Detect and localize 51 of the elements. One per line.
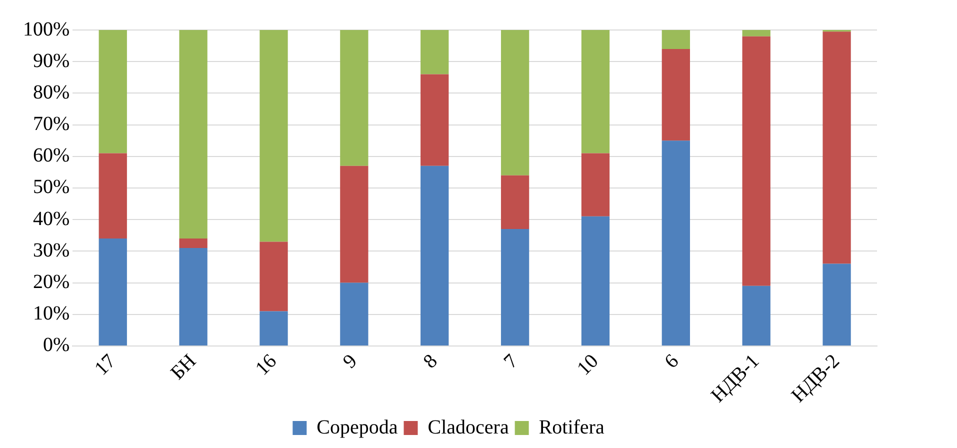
- x-tick-label: 17: [90, 350, 120, 380]
- x-tick-label: 6: [660, 350, 684, 373]
- bar: [340, 30, 368, 166]
- y-tick-label: 70%: [32, 113, 70, 136]
- bar: [500, 229, 530, 346]
- y-tick-label: 60%: [32, 144, 70, 167]
- bar: [340, 166, 368, 283]
- bar: [179, 30, 208, 239]
- y-tick-label: 80%: [32, 81, 70, 104]
- bar: [260, 311, 288, 346]
- x-tick-label: 9: [338, 350, 362, 373]
- bar: [179, 238, 208, 248]
- bar: [822, 264, 851, 346]
- y-tick-label: 30%: [32, 239, 70, 262]
- bar: [662, 140, 690, 346]
- legend-label: Cladocera: [428, 416, 509, 438]
- bar: [500, 175, 530, 230]
- bar: [581, 153, 610, 216]
- bar: [742, 286, 770, 346]
- x-tick-label: 8: [419, 350, 442, 373]
- bar: [420, 166, 449, 346]
- x-tick-label: БН: [166, 350, 201, 384]
- x-tick-label: 7: [500, 350, 522, 373]
- y-tick-label: 40%: [32, 208, 70, 230]
- bar: [179, 248, 208, 346]
- bar: [822, 32, 851, 264]
- bar: [581, 30, 610, 154]
- x-tick-label: 16: [251, 350, 281, 380]
- y-tick-label: 0%: [42, 334, 70, 356]
- bar: [260, 242, 288, 312]
- bar: [98, 238, 127, 346]
- x-tick-label: 10: [573, 350, 603, 380]
- y-tick-label: 90%: [32, 50, 70, 72]
- bar: [500, 30, 530, 176]
- bar: [662, 48, 690, 141]
- bar: [742, 30, 770, 36]
- bar: [420, 74, 449, 166]
- bar: [742, 36, 770, 286]
- bar: [662, 30, 690, 49]
- legend-label: Rotifera: [538, 416, 604, 438]
- legend-label: Copepoda: [316, 416, 398, 438]
- bar: [98, 30, 127, 154]
- bar: [581, 216, 610, 346]
- y-tick-label: 50%: [32, 176, 70, 198]
- bar: [420, 30, 449, 74]
- y-tick-label: 20%: [32, 271, 70, 294]
- y-tick-label: 10%: [32, 302, 70, 325]
- bar: [98, 153, 127, 239]
- bar: [260, 30, 288, 242]
- bar: [340, 282, 368, 346]
- y-tick-label: 100%: [22, 18, 70, 40]
